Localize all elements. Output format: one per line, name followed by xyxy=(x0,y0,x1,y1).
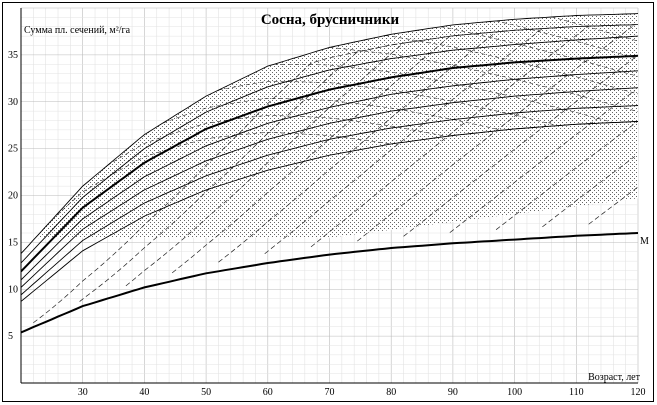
x-axis-label: Возраст, лет xyxy=(588,372,641,383)
series-line xyxy=(21,70,638,281)
curve-end-label: M xyxy=(640,236,649,247)
stippled-band xyxy=(21,13,638,254)
x-tick-label: 120 xyxy=(631,387,646,398)
x-tick-label: 50 xyxy=(201,387,211,398)
dashed-line xyxy=(440,26,638,77)
x-tick-label: 90 xyxy=(448,387,458,398)
series-line xyxy=(21,232,638,334)
axes xyxy=(20,8,638,384)
series-line xyxy=(21,105,638,296)
x-tick-label: 80 xyxy=(386,387,396,398)
y-tick-labels: 5 10 15 20 25 30 35 xyxy=(8,50,18,342)
series-line xyxy=(21,13,638,254)
y-tick-label: 20 xyxy=(8,191,18,202)
series-line xyxy=(21,35,638,264)
y-tick-label: 5 xyxy=(8,331,13,342)
dashed-line xyxy=(329,47,638,112)
x-tick-labels: 30 40 50 60 70 80 90 100 110 120 xyxy=(78,387,646,398)
y-tick-label: 10 xyxy=(8,284,18,295)
dashed-line xyxy=(403,55,638,237)
chart-title: Сосна, брусничники xyxy=(261,12,400,28)
dashed-line xyxy=(125,24,638,287)
dashed-line xyxy=(273,63,638,123)
y-tick-label: 15 xyxy=(8,237,18,248)
series-line xyxy=(21,54,638,273)
x-tick-label: 30 xyxy=(78,387,88,398)
stippled-area xyxy=(21,13,638,254)
dashed-line xyxy=(264,24,635,254)
y-tick-label: 30 xyxy=(8,97,18,108)
y-tick-label: 35 xyxy=(8,50,18,61)
dashed-line xyxy=(218,24,638,263)
dashed-line xyxy=(542,156,636,228)
dashed-line xyxy=(107,115,638,166)
x-tick-label: 40 xyxy=(139,387,149,398)
x-tick-label: 110 xyxy=(569,387,584,398)
x-tick-label: 70 xyxy=(325,387,335,398)
dashed-line xyxy=(449,90,636,233)
dashed-line xyxy=(384,35,638,95)
x-tick-label: 60 xyxy=(263,387,273,398)
dashed-line xyxy=(496,20,638,59)
y-tick-label: 25 xyxy=(8,144,18,155)
dashed-line xyxy=(495,120,638,230)
dashed-line xyxy=(310,24,638,248)
dashed-line xyxy=(551,16,638,42)
series-line xyxy=(21,120,638,302)
y-axis-label: Сумма пл. сечений, м²/га xyxy=(24,25,131,36)
series-line xyxy=(21,87,638,288)
series-lines xyxy=(21,13,638,334)
x-tick-label: 100 xyxy=(507,387,522,398)
dashed-line xyxy=(588,186,638,225)
